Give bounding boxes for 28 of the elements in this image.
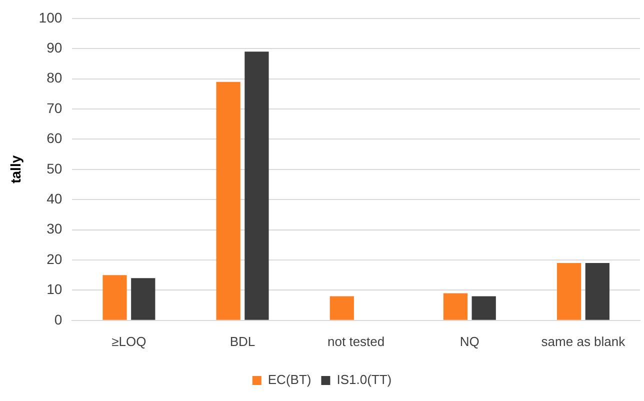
bar: [102, 275, 127, 320]
bar: [585, 263, 610, 320]
y-tick-label: 40: [46, 190, 62, 206]
y-tick-label: 30: [46, 220, 62, 237]
y-tick-label: 100: [38, 9, 62, 26]
bar: [131, 278, 156, 320]
legend-label: EC(BT): [268, 372, 312, 388]
y-axis-title: tally: [7, 155, 24, 184]
legend-label: IS1.0(TT): [336, 372, 392, 388]
bar: [244, 52, 269, 320]
y-tick-label: 90: [46, 39, 62, 56]
y-tick-label: 10: [46, 281, 62, 298]
x-tick-label: same as blank: [541, 334, 626, 349]
bar: [443, 293, 468, 320]
bar: [472, 296, 496, 320]
y-tick-label: 0: [54, 311, 62, 328]
y-tick-label: 80: [46, 70, 62, 86]
bar: [330, 296, 354, 320]
y-tick-label: 60: [46, 130, 62, 146]
y-tick-label: 20: [46, 250, 62, 267]
bar: [216, 82, 240, 320]
bar: [556, 263, 582, 320]
x-tick-label: ≥LOQ: [112, 334, 146, 349]
x-tick-label: not tested: [328, 334, 385, 349]
x-tick-label: NQ: [460, 334, 480, 349]
x-tick-label: BDL: [230, 334, 256, 349]
y-tick-label: 70: [46, 100, 62, 116]
y-tick-label: 50: [46, 160, 62, 176]
